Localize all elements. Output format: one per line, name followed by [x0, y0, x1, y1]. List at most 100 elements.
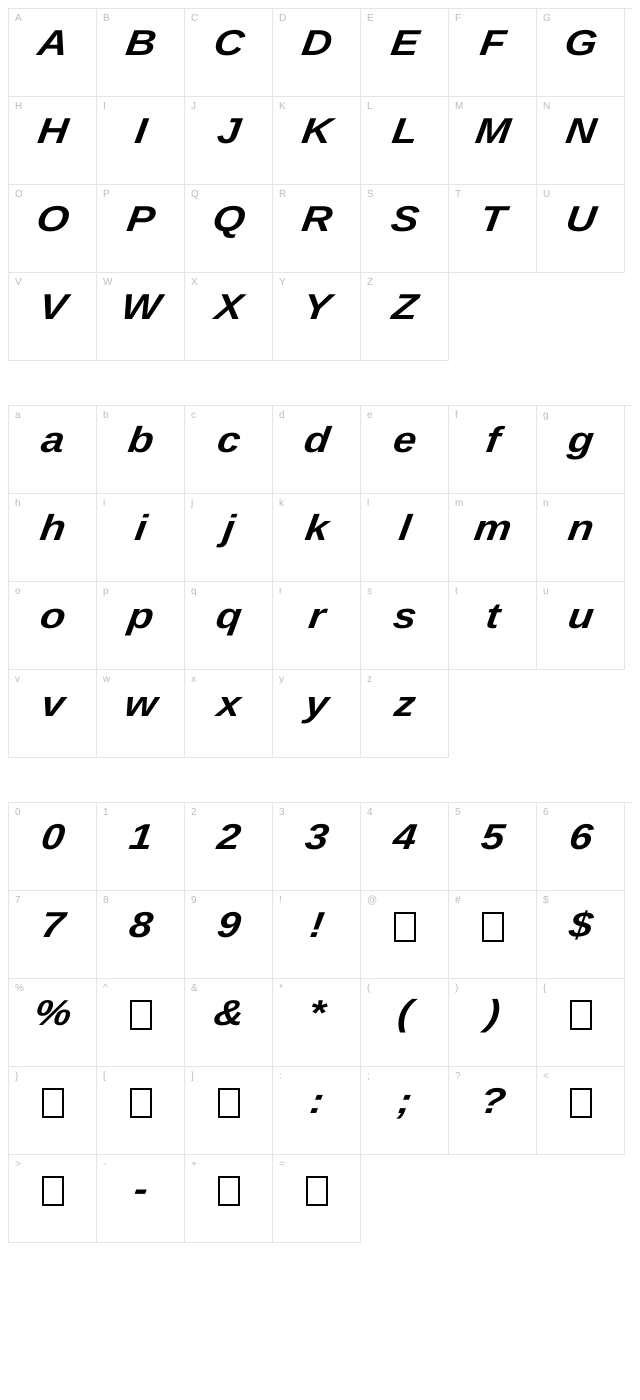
- glyph-cell[interactable]: hh: [9, 494, 97, 582]
- glyph-cell[interactable]: 22: [185, 803, 273, 891]
- cell-label: <: [543, 1071, 549, 1082]
- glyph-cell[interactable]: )): [449, 979, 537, 1067]
- glyph-cell[interactable]: tt: [449, 582, 537, 670]
- glyph-cell[interactable]: ii: [97, 494, 185, 582]
- glyph-cell[interactable]: ??: [449, 1067, 537, 1155]
- glyph-cell[interactable]: uu: [537, 582, 625, 670]
- glyph-cell[interactable]: WW: [97, 273, 185, 361]
- glyph-cell[interactable]: 00: [9, 803, 97, 891]
- glyph-cell[interactable]: JJ: [185, 97, 273, 185]
- glyph-cell[interactable]: PP: [97, 185, 185, 273]
- glyph-cell[interactable]: ZZ: [361, 273, 449, 361]
- glyph-cell[interactable]: SS: [361, 185, 449, 273]
- cell-label: 7: [15, 895, 21, 906]
- glyph-cell[interactable]: ^: [97, 979, 185, 1067]
- glyph-cell[interactable]: YY: [273, 273, 361, 361]
- glyph-cell[interactable]: --: [97, 1155, 185, 1243]
- character-map: AABBCCDDEEFFGG HHIIJJKKLLMMNN OOPPQQRRSSTT…: [0, 8, 640, 1243]
- glyph-cell[interactable]: [: [97, 1067, 185, 1155]
- glyph-cell[interactable]: aa: [9, 406, 97, 494]
- glyph-cell[interactable]: 77: [9, 891, 97, 979]
- empty-cell: [537, 670, 625, 758]
- glyph-cell[interactable]: #: [449, 891, 537, 979]
- glyph-cell[interactable]: bb: [97, 406, 185, 494]
- glyph-cell[interactable]: dd: [273, 406, 361, 494]
- glyph-cell[interactable]: yy: [273, 670, 361, 758]
- glyph-cell[interactable]: 11: [97, 803, 185, 891]
- cell-label: b: [103, 410, 109, 421]
- glyph-cell[interactable]: 55: [449, 803, 537, 891]
- glyph-cell[interactable]: ]: [185, 1067, 273, 1155]
- glyph-cell[interactable]: HH: [9, 97, 97, 185]
- glyph-cell[interactable]: ;;: [361, 1067, 449, 1155]
- glyph-cell[interactable]: XX: [185, 273, 273, 361]
- glyph-cell[interactable]: KK: [273, 97, 361, 185]
- glyph-cell[interactable]: rr: [273, 582, 361, 670]
- cell-label: Y: [279, 277, 286, 288]
- glyph-cell[interactable]: DD: [273, 9, 361, 97]
- glyph-cell[interactable]: vv: [9, 670, 97, 758]
- glyph-cell[interactable]: oo: [9, 582, 97, 670]
- glyph-cell[interactable]: +: [185, 1155, 273, 1243]
- glyph-cell[interactable]: %%: [9, 979, 97, 1067]
- glyph-cell[interactable]: jj: [185, 494, 273, 582]
- glyph-cell[interactable]: 66: [537, 803, 625, 891]
- glyph-cell[interactable]: !!: [273, 891, 361, 979]
- glyph-cell[interactable]: &&: [185, 979, 273, 1067]
- glyph-cell[interactable]: QQ: [185, 185, 273, 273]
- glyph-cell[interactable]: 33: [273, 803, 361, 891]
- glyph-cell[interactable]: 99: [185, 891, 273, 979]
- missing-glyph-icon: [394, 912, 416, 942]
- glyph: u: [528, 598, 633, 634]
- glyph-cell[interactable]: RR: [273, 185, 361, 273]
- cell-label: ^: [103, 983, 108, 994]
- glyph-cell[interactable]: 44: [361, 803, 449, 891]
- glyph-cell[interactable]: xx: [185, 670, 273, 758]
- glyph: ): [440, 995, 545, 1031]
- glyph-cell[interactable]: ((: [361, 979, 449, 1067]
- section-uppercase: AABBCCDDEEFFGG HHIIJJKKLLMMNN OOPPQQRRSSTT…: [8, 8, 632, 361]
- cell-label: :: [279, 1071, 282, 1082]
- glyph-cell[interactable]: CC: [185, 9, 273, 97]
- glyph-cell[interactable]: kk: [273, 494, 361, 582]
- glyph-cell[interactable]: <: [537, 1067, 625, 1155]
- glyph-cell[interactable]: FF: [449, 9, 537, 97]
- missing-glyph-icon: [218, 1088, 240, 1118]
- glyph-cell[interactable]: cc: [185, 406, 273, 494]
- glyph-cell[interactable]: GG: [537, 9, 625, 97]
- glyph-cell[interactable]: ll: [361, 494, 449, 582]
- glyph-cell[interactable]: ww: [97, 670, 185, 758]
- glyph-cell[interactable]: LL: [361, 97, 449, 185]
- glyph: -: [88, 1171, 193, 1207]
- cell-label: 4: [367, 807, 373, 818]
- glyph-cell[interactable]: **: [273, 979, 361, 1067]
- glyph-cell[interactable]: ss: [361, 582, 449, 670]
- glyph-cell[interactable]: pp: [97, 582, 185, 670]
- glyph-cell[interactable]: ::: [273, 1067, 361, 1155]
- glyph-cell[interactable]: NN: [537, 97, 625, 185]
- glyph-cell[interactable]: OO: [9, 185, 97, 273]
- glyph-cell[interactable]: UU: [537, 185, 625, 273]
- glyph-cell[interactable]: AA: [9, 9, 97, 97]
- glyph-cell[interactable]: ff: [449, 406, 537, 494]
- glyph-cell[interactable]: MM: [449, 97, 537, 185]
- glyph-cell[interactable]: mm: [449, 494, 537, 582]
- glyph-cell[interactable]: VV: [9, 273, 97, 361]
- glyph-cell[interactable]: zz: [361, 670, 449, 758]
- glyph-cell[interactable]: BB: [97, 9, 185, 97]
- glyph-cell[interactable]: 88: [97, 891, 185, 979]
- glyph-cell[interactable]: $$: [537, 891, 625, 979]
- glyph-cell[interactable]: nn: [537, 494, 625, 582]
- glyph-cell[interactable]: ee: [361, 406, 449, 494]
- glyph-cell[interactable]: II: [97, 97, 185, 185]
- glyph-cell[interactable]: {: [537, 979, 625, 1067]
- glyph-cell[interactable]: }: [9, 1067, 97, 1155]
- glyph-cell[interactable]: >: [9, 1155, 97, 1243]
- glyph-cell[interactable]: TT: [449, 185, 537, 273]
- glyph-row: }[]::;;?? <: [9, 1067, 632, 1155]
- glyph-cell[interactable]: =: [273, 1155, 361, 1243]
- glyph-cell[interactable]: @: [361, 891, 449, 979]
- glyph-cell[interactable]: EE: [361, 9, 449, 97]
- glyph-cell[interactable]: gg: [537, 406, 625, 494]
- glyph-cell[interactable]: qq: [185, 582, 273, 670]
